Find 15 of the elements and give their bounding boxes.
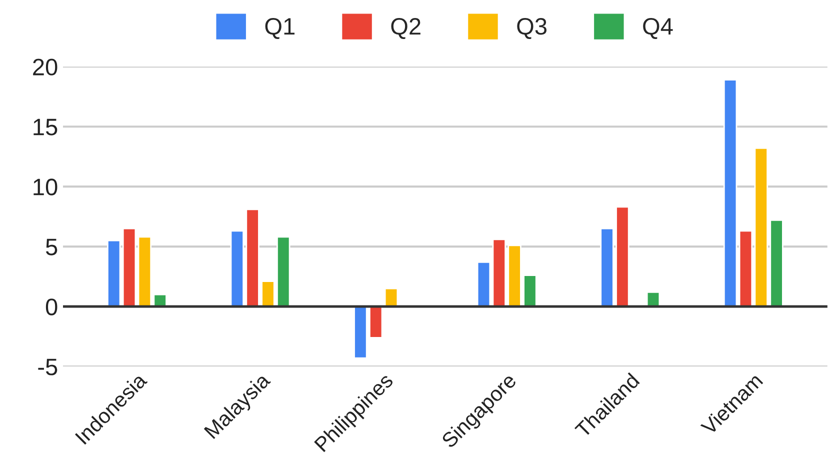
y-tick-label: 15: [34, 118, 58, 136]
y-tick-label: 20: [33, 58, 58, 76]
y-tick-label: -5: [38, 358, 58, 376]
y-tick-label: 0: [46, 298, 58, 316]
legend-label: Q4: [643, 18, 673, 39]
legend-label: Q3: [517, 18, 546, 39]
bar: [738, 230, 753, 308]
bar: [122, 228, 136, 308]
bar: [107, 240, 121, 308]
y-tick-label: 5: [46, 238, 58, 256]
bar: [476, 261, 491, 308]
y-tick-label: 10: [34, 178, 58, 196]
bar: [723, 79, 738, 308]
legend-label: Q2: [391, 18, 420, 39]
legend-label: Q1: [265, 18, 294, 39]
